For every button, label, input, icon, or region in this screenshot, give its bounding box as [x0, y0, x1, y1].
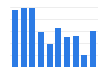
Bar	[12, 10, 18, 67]
Bar	[29, 8, 36, 67]
Bar	[21, 8, 27, 67]
Bar	[72, 36, 79, 67]
Bar	[81, 55, 87, 67]
Bar	[47, 44, 53, 67]
Bar	[38, 32, 44, 67]
Bar	[64, 37, 70, 67]
Bar	[90, 31, 96, 67]
Bar	[55, 28, 61, 67]
